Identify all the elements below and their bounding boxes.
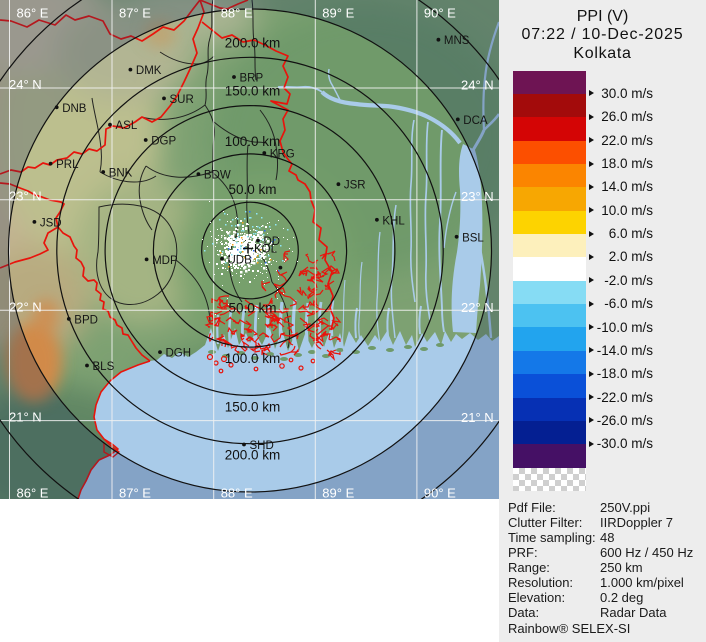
svg-text:DD: DD bbox=[264, 236, 281, 248]
svg-text:86° E: 86° E bbox=[17, 6, 49, 21]
svg-text:150.0 km: 150.0 km bbox=[225, 399, 281, 414]
svg-text:BSL: BSL bbox=[462, 232, 484, 244]
svg-text:200.0 km: 200.0 km bbox=[225, 35, 281, 50]
svg-text:50.0 km: 50.0 km bbox=[228, 182, 276, 197]
svg-text:87° E: 87° E bbox=[119, 485, 151, 499]
svg-text:DGP: DGP bbox=[151, 136, 176, 148]
svg-text:ASL: ASL bbox=[116, 120, 138, 132]
svg-text:BDW: BDW bbox=[204, 170, 231, 182]
svg-text:MDP: MDP bbox=[152, 255, 178, 267]
svg-text:88° E: 88° E bbox=[221, 6, 253, 21]
svg-text:DNB: DNB bbox=[62, 103, 87, 115]
svg-text:MNS: MNS bbox=[444, 35, 470, 47]
svg-text:BLS: BLS bbox=[93, 361, 115, 373]
svg-text:100.0 km: 100.0 km bbox=[225, 351, 281, 366]
svg-text:BPD: BPD bbox=[74, 314, 98, 326]
svg-text:90° E: 90° E bbox=[424, 485, 456, 499]
svg-text:21° N: 21° N bbox=[9, 410, 42, 425]
svg-text:DCA: DCA bbox=[463, 115, 488, 127]
svg-text:90° E: 90° E bbox=[424, 6, 456, 21]
svg-text:PRL: PRL bbox=[56, 159, 79, 171]
svg-text:89° E: 89° E bbox=[322, 485, 354, 499]
svg-text:DGH: DGH bbox=[166, 348, 192, 360]
svg-text:200.0 km: 200.0 km bbox=[225, 448, 281, 463]
svg-text:23° N: 23° N bbox=[461, 189, 494, 204]
svg-text:22° N: 22° N bbox=[461, 300, 494, 315]
svg-text:KRG: KRG bbox=[270, 149, 295, 161]
svg-text:BNK: BNK bbox=[109, 168, 133, 180]
svg-text:SUR: SUR bbox=[170, 94, 194, 106]
svg-text:50.0 km: 50.0 km bbox=[228, 300, 276, 315]
svg-text:23° N: 23° N bbox=[9, 189, 42, 204]
svg-text:22° N: 22° N bbox=[9, 299, 42, 314]
svg-text:UDB: UDB bbox=[228, 254, 253, 266]
svg-text:86° E: 86° E bbox=[17, 485, 49, 499]
svg-text:88° E: 88° E bbox=[221, 485, 253, 499]
svg-text:KOL: KOL bbox=[254, 244, 278, 256]
svg-text:24° N: 24° N bbox=[461, 78, 494, 93]
svg-text:DMK: DMK bbox=[136, 65, 162, 77]
svg-text:JSR: JSR bbox=[344, 180, 366, 192]
svg-text:24° N: 24° N bbox=[9, 77, 42, 92]
svg-text:JSD: JSD bbox=[40, 217, 62, 229]
svg-text:100.0 km: 100.0 km bbox=[225, 134, 281, 149]
svg-text:87° E: 87° E bbox=[119, 6, 151, 21]
svg-text:KHL: KHL bbox=[382, 215, 405, 227]
svg-text:89° E: 89° E bbox=[322, 6, 354, 21]
svg-text:150.0 km: 150.0 km bbox=[225, 84, 281, 99]
svg-text:SHD: SHD bbox=[250, 440, 274, 452]
svg-text:21° N: 21° N bbox=[461, 410, 494, 425]
svg-text:BRP: BRP bbox=[240, 73, 264, 85]
